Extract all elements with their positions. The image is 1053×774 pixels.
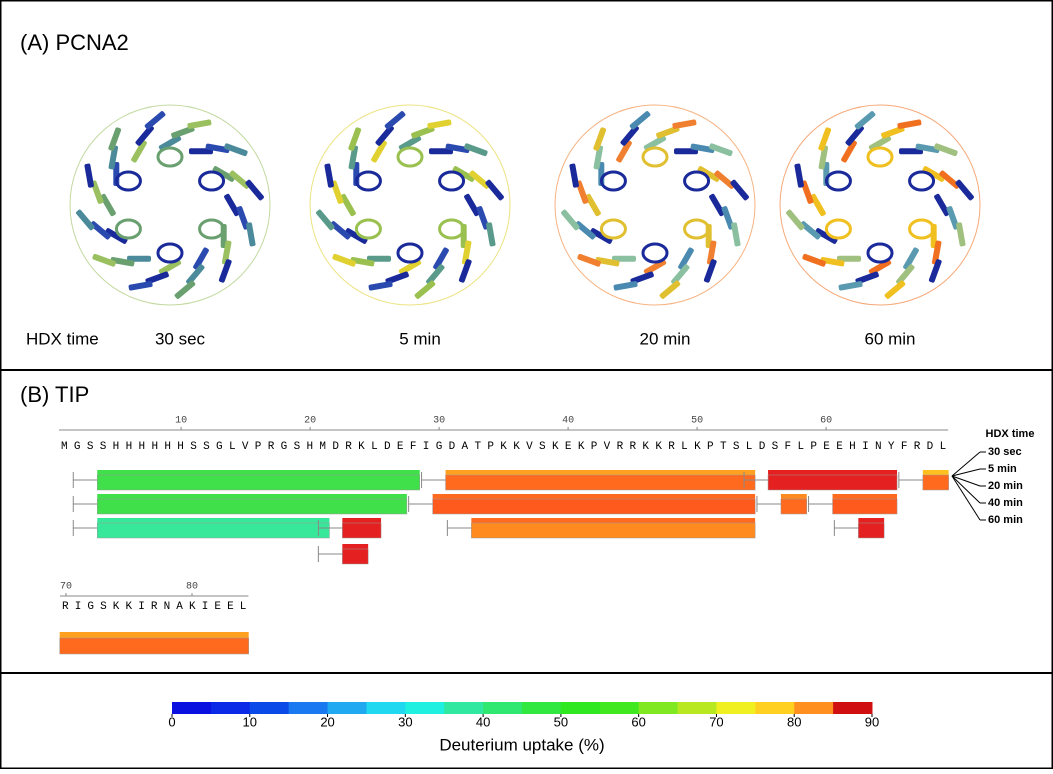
time-value: 5 min bbox=[399, 329, 441, 348]
peptide-top bbox=[60, 632, 249, 638]
peptide-top bbox=[97, 494, 407, 499]
colorbar-segment bbox=[172, 702, 211, 714]
residue-number: 70 bbox=[60, 582, 72, 593]
colorbar-segment bbox=[328, 702, 367, 714]
sequence: MGSSHHHHHHSSGLVPRGSHMDRKLDEFIGDATPKKVSKE… bbox=[61, 441, 946, 453]
legend-time: 40 min bbox=[988, 497, 1023, 509]
peptide bbox=[446, 475, 756, 490]
peptide-top bbox=[833, 494, 898, 499]
colorbar-segment bbox=[678, 702, 717, 714]
colorbar-segment bbox=[444, 702, 483, 714]
legend-title: HDX time bbox=[986, 428, 1035, 440]
peptide bbox=[923, 475, 949, 490]
residue-number: 60 bbox=[820, 416, 832, 427]
peptide bbox=[433, 499, 756, 514]
colorbar-tick: 10 bbox=[243, 714, 257, 729]
colorbar-segment bbox=[522, 702, 561, 714]
time-value: 30 sec bbox=[155, 329, 206, 348]
colorbar-segment bbox=[289, 702, 328, 714]
peptide bbox=[858, 523, 884, 538]
peptide bbox=[342, 549, 368, 564]
residue-number: 50 bbox=[691, 416, 703, 427]
residue-number: 40 bbox=[562, 416, 574, 427]
colorbar-segment bbox=[833, 702, 872, 714]
peptide bbox=[97, 499, 407, 514]
colorbar-tick: 40 bbox=[476, 714, 490, 729]
colorbar-tick: 90 bbox=[865, 714, 879, 729]
colorbar-tick: 20 bbox=[320, 714, 334, 729]
peptide-top bbox=[342, 544, 368, 549]
colorbar-segment bbox=[755, 702, 794, 714]
residue-number: 10 bbox=[175, 416, 187, 427]
colorbar-segment bbox=[483, 702, 522, 714]
colorbar-segment bbox=[716, 702, 755, 714]
peptide-top bbox=[471, 518, 755, 523]
peptide bbox=[833, 499, 898, 514]
peptide bbox=[471, 523, 755, 538]
peptide bbox=[781, 499, 807, 514]
peptide-top bbox=[781, 494, 807, 499]
residue-number: 20 bbox=[304, 416, 316, 427]
peptide-top bbox=[97, 470, 420, 475]
colorbar-tick: 30 bbox=[398, 714, 412, 729]
peptide-top bbox=[768, 470, 897, 475]
colorbar-segment bbox=[211, 702, 250, 714]
peptide-top bbox=[342, 518, 381, 523]
peptide-top bbox=[923, 470, 949, 475]
colorbar-segment bbox=[250, 702, 289, 714]
colorbar-label: Deuterium uptake (%) bbox=[439, 735, 604, 754]
colorbar-segment bbox=[561, 702, 600, 714]
peptide bbox=[768, 475, 897, 490]
colorbar-segment bbox=[794, 702, 833, 714]
sequence: RIGSKKIRNAKIEEL bbox=[62, 601, 246, 613]
peptide-top bbox=[446, 470, 756, 475]
colorbar-tick: 70 bbox=[709, 714, 723, 729]
colorbar-segment bbox=[366, 702, 405, 714]
peptide bbox=[60, 638, 249, 654]
peptide-top bbox=[97, 518, 329, 523]
panel-title: (B) TIP bbox=[20, 382, 89, 407]
colorbar-segment bbox=[639, 702, 678, 714]
colorbar-tick: 0 bbox=[168, 714, 175, 729]
panel-title: (A) PCNA2 bbox=[20, 30, 129, 55]
peptide bbox=[342, 523, 381, 538]
colorbar-segment bbox=[600, 702, 639, 714]
colorbar-segment bbox=[405, 702, 444, 714]
legend-time: 30 sec bbox=[988, 446, 1022, 458]
colorbar-tick: 50 bbox=[554, 714, 568, 729]
time-value: 20 min bbox=[639, 329, 690, 348]
legend-time: 5 min bbox=[988, 463, 1017, 475]
residue-number: 30 bbox=[433, 416, 445, 427]
time-value: 60 min bbox=[864, 329, 915, 348]
legend-time: 60 min bbox=[988, 514, 1023, 526]
residue-number: 80 bbox=[186, 582, 198, 593]
peptide bbox=[97, 475, 420, 490]
figure: (A) PCNA2 HDX time (B) TIP HDX time Deut… bbox=[0, 0, 1053, 769]
peptide-top bbox=[433, 494, 756, 499]
legend-time: 20 min bbox=[988, 480, 1023, 492]
time-label: HDX time bbox=[26, 329, 99, 348]
colorbar-tick: 80 bbox=[787, 714, 801, 729]
peptide bbox=[97, 523, 329, 538]
peptide-top bbox=[858, 518, 884, 523]
colorbar-tick: 60 bbox=[631, 714, 645, 729]
